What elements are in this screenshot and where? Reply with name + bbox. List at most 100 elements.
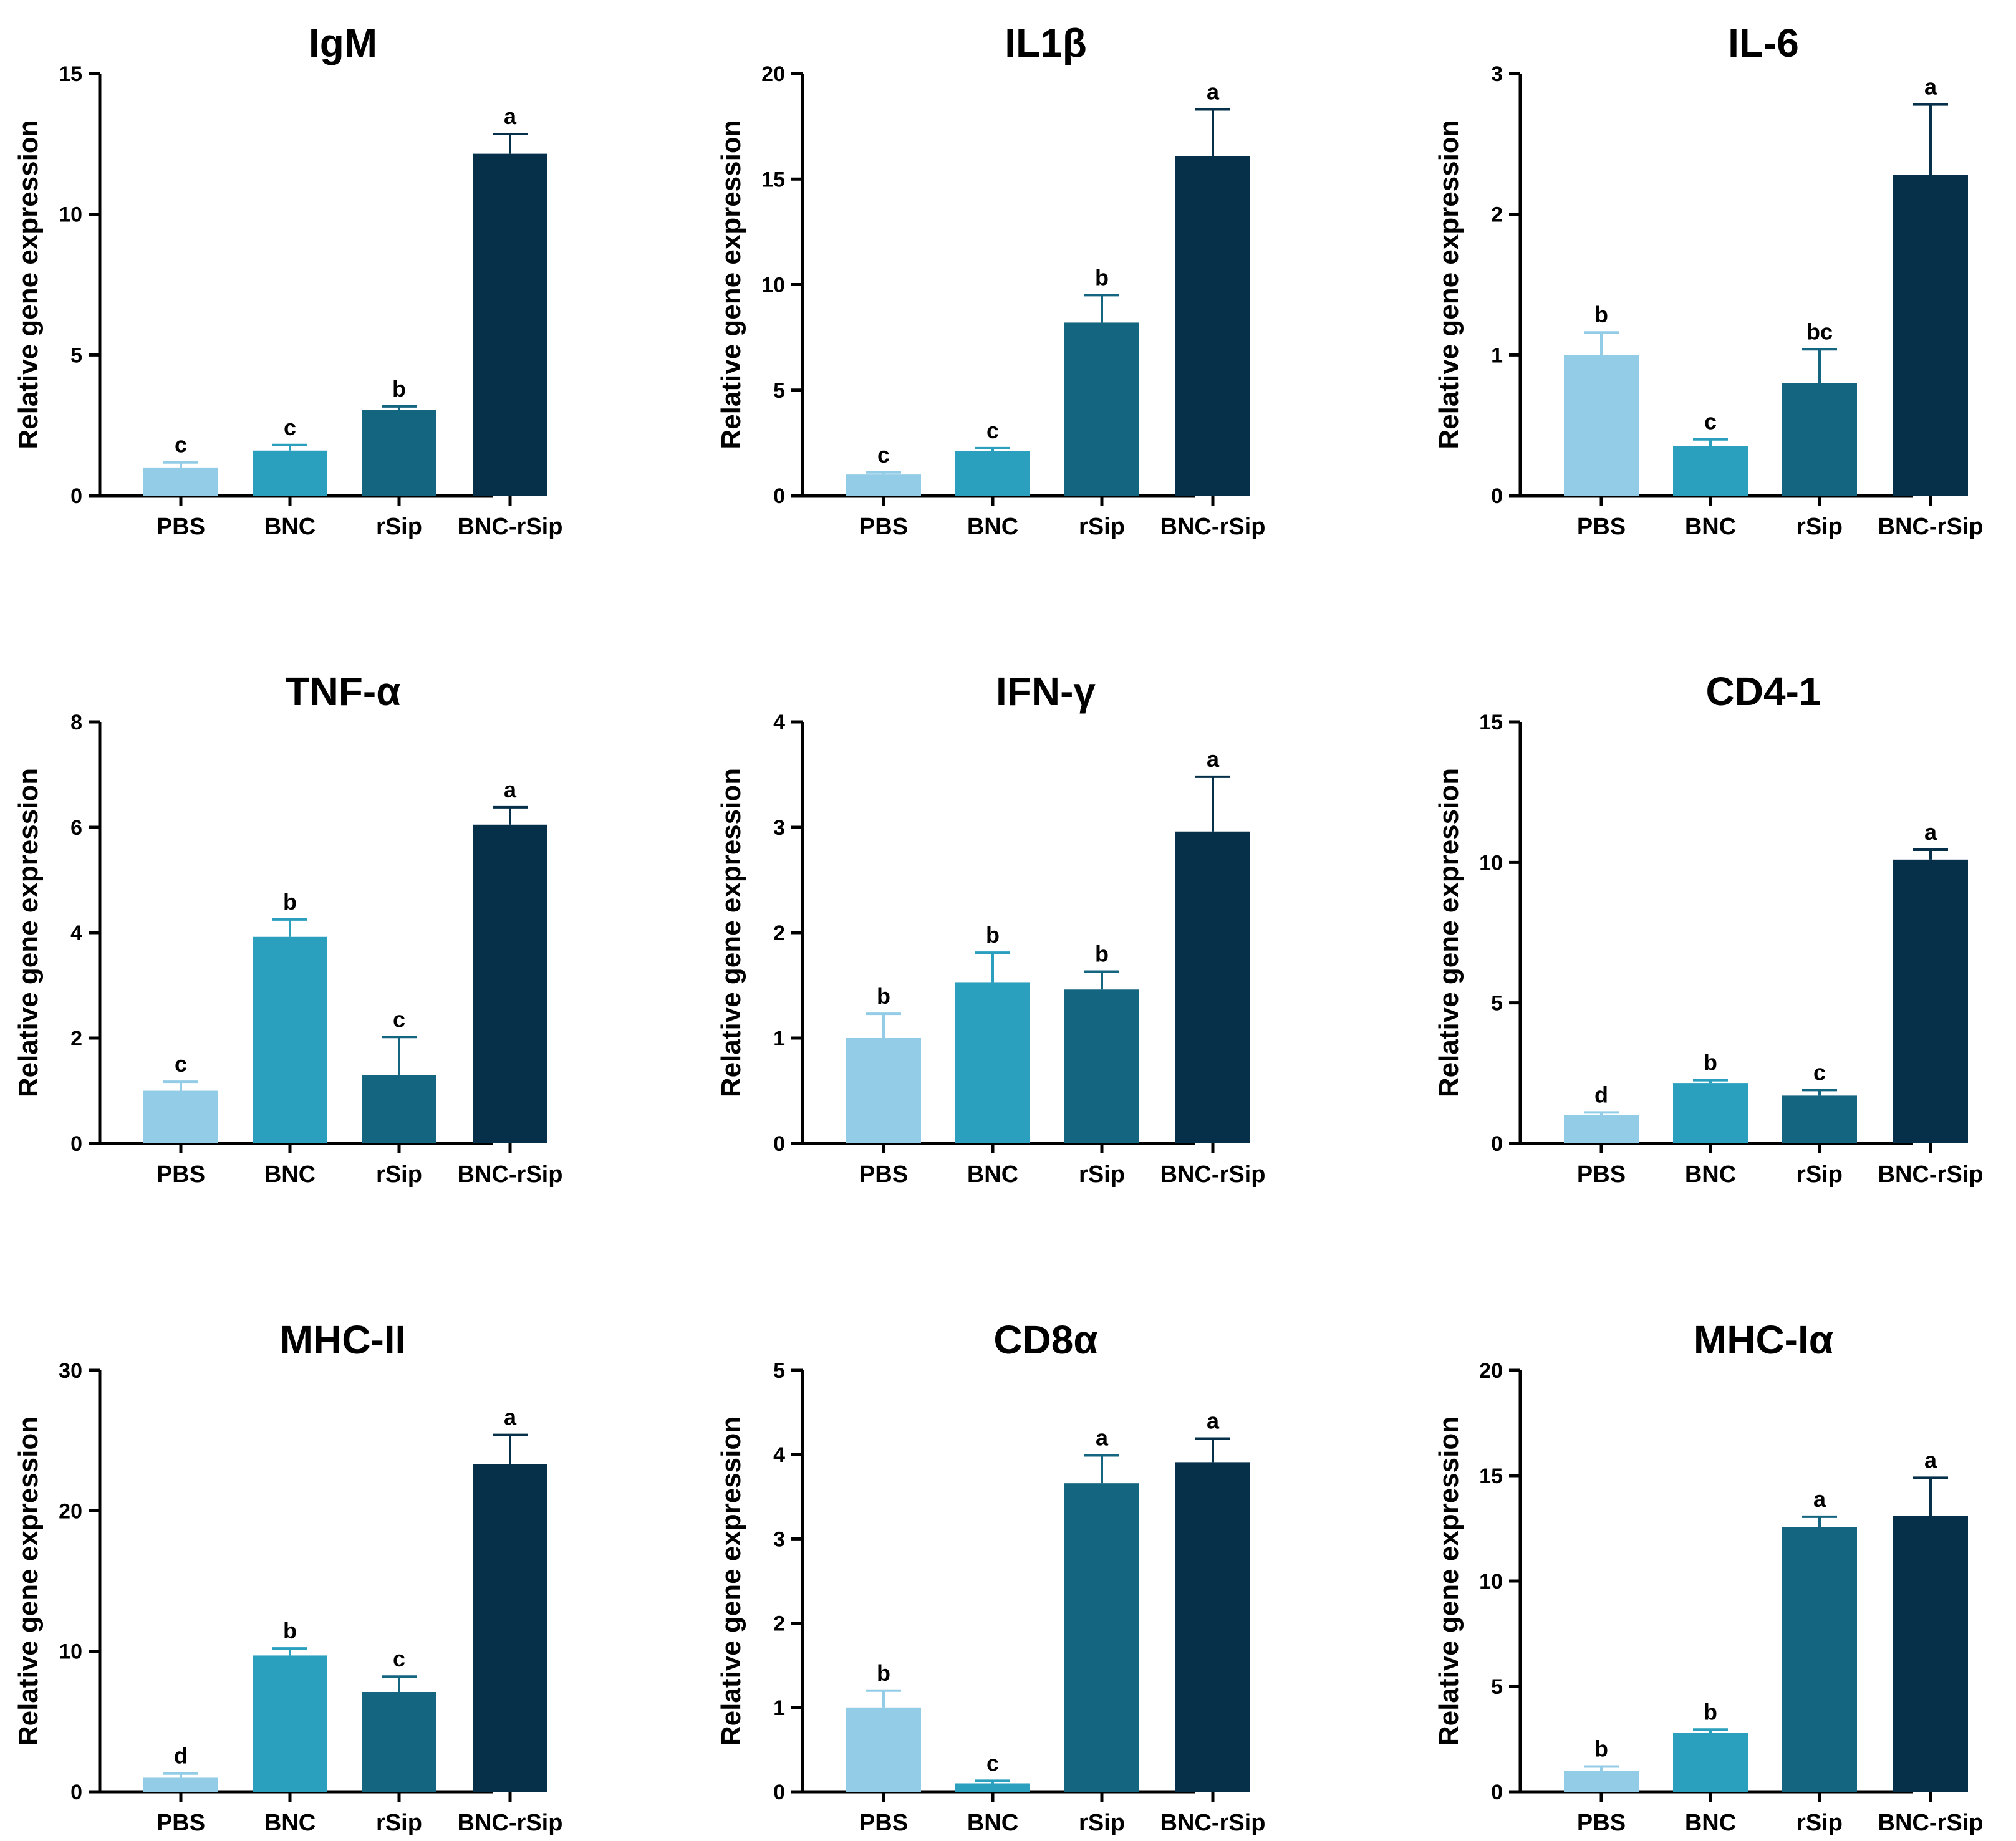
significance-label: c [1704,409,1717,435]
chart-panel-7: MHC-II Relative gene expression 0 10 20 30 d PB… [13,1317,562,1836]
chart-title: IL-6 [1728,21,1799,65]
y-tick-label: 1 [773,1696,785,1720]
significance-label: b [1095,941,1109,967]
x-tick-label: PBS [1577,1161,1626,1188]
significance-label: a [1924,1447,1937,1473]
y-tick-label: 0 [70,1132,82,1156]
x-tick-label: BNC [1685,1810,1736,1836]
x-tick-label: BNC [967,1810,1018,1836]
significance-label: b [877,983,890,1009]
y-tick-label: 2 [70,1027,82,1050]
bar-pbs [846,474,921,496]
significance-label: b [1095,264,1109,290]
chart-title: IgM [309,21,377,65]
bar-bnc-rsip [1893,1516,1968,1792]
significance-label: b [283,889,297,915]
x-tick-label: rSip [376,1161,422,1188]
significance-label: a [1207,1408,1220,1434]
y-axis-label: Relative gene expression [13,768,44,1097]
x-tick-label: PBS [1577,514,1626,540]
y-tick-label: 0 [773,1132,785,1156]
y-tick-label: 10 [1479,851,1503,875]
chart-title: CD4-1 [1706,669,1821,714]
chart-panel-5: IFN-γ Relative gene expression 0 1 2 3 4 b PBS b B… [716,669,1265,1188]
x-tick-label: BNC-rSip [458,514,563,540]
bar-pbs [846,1038,921,1143]
y-tick-label: 4 [773,711,785,734]
chart-title: MHC-Iα [1694,1317,1833,1362]
bar-pbs [1564,355,1639,496]
x-tick-label: BNC-rSip [1878,514,1984,540]
chart-panel-3: IL-6 Relative gene expression 0 1 2 3 b PBS c BNC… [1434,21,1983,540]
y-tick-label: 0 [70,1781,82,1804]
bar-rsip [362,1075,436,1143]
y-tick-label: 10 [1479,1570,1503,1593]
y-tick-label: 0 [773,484,785,508]
significance-label: b [1594,302,1608,327]
significance-label: d [1594,1082,1608,1107]
x-tick-label: PBS [859,514,908,540]
significance-label: c [393,1646,405,1671]
y-tick-label: 5 [1491,1675,1503,1699]
significance-label: a [504,103,517,129]
significance-label: b [283,1618,297,1643]
y-axis-label: Relative gene expression [1434,768,1464,1097]
chart-panel-8: CD8α Relative gene expression 0 1 2 3 4 5 b PBS c B… [716,1317,1265,1836]
bar-bnc-rsip [1893,859,1968,1143]
y-tick-label: 10 [59,1640,82,1664]
bar-rsip [1782,1095,1857,1143]
y-tick-label: 2 [773,1612,785,1636]
bar-bnc [1673,1083,1748,1143]
significance-label: c [986,1750,999,1776]
y-tick-label: 2 [1491,203,1503,227]
chart-panel-4: TNF-α Relative gene expression 0 2 4 6 8 c PBS b B… [13,669,562,1188]
significance-label: c [1813,1059,1826,1085]
y-tick-label: 30 [59,1359,82,1383]
x-tick-label: rSip [376,514,422,540]
x-tick-label: PBS [859,1810,908,1836]
x-tick-label: BNC-rSip [1160,1810,1266,1836]
y-tick-label: 5 [1491,992,1503,1016]
bar-bnc [1673,1733,1748,1792]
significance-label: b [1704,1050,1717,1075]
bar-bnc [253,936,327,1143]
significance-label: a [504,1405,517,1430]
y-axis-label: Relative gene expression [1434,1416,1464,1746]
y-tick-label: 20 [59,1499,82,1523]
x-tick-label: BNC [1685,1161,1736,1188]
bar-rsip [1782,1527,1857,1792]
x-tick-label: BNC-rSip [458,1810,563,1836]
y-tick-label: 10 [761,274,785,297]
y-axis-label: Relative gene expression [1434,120,1464,449]
chart-title: IFN-γ [996,669,1096,714]
y-axis-label: Relative gene expression [716,120,746,449]
bar-bnc [955,982,1030,1143]
y-tick-label: 6 [70,816,82,840]
significance-label: c [175,432,187,458]
bar-rsip [1064,989,1139,1143]
y-tick-label: 15 [1479,711,1503,734]
y-tick-label: 5 [70,344,82,367]
significance-label: a [1924,819,1937,845]
bar-bnc-rsip [473,1464,547,1792]
significance-label: a [1924,74,1937,100]
y-tick-label: 5 [773,1359,785,1383]
y-axis-label: Relative gene expression [13,1416,44,1746]
y-tick-label: 20 [761,62,785,86]
y-tick-label: 15 [1479,1464,1503,1488]
x-tick-label: rSip [1079,514,1125,540]
y-tick-label: 0 [70,484,82,508]
y-tick-label: 0 [1491,1781,1503,1804]
y-axis-label: Relative gene expression [13,120,44,449]
y-tick-label: 0 [773,1781,785,1804]
significance-label: b [1594,1736,1608,1761]
chart-panel-2: IL1β Relative gene expression 0 5 10 15 20 c PBS… [716,21,1265,540]
bar-bnc [253,450,327,496]
x-tick-label: BNC [967,1161,1018,1188]
bar-bnc-rsip [1893,175,1968,496]
chart-title: MHC-II [280,1317,407,1362]
significance-label: bc [1806,319,1833,344]
x-tick-label: PBS [157,1810,205,1836]
significance-label: b [1704,1699,1717,1724]
